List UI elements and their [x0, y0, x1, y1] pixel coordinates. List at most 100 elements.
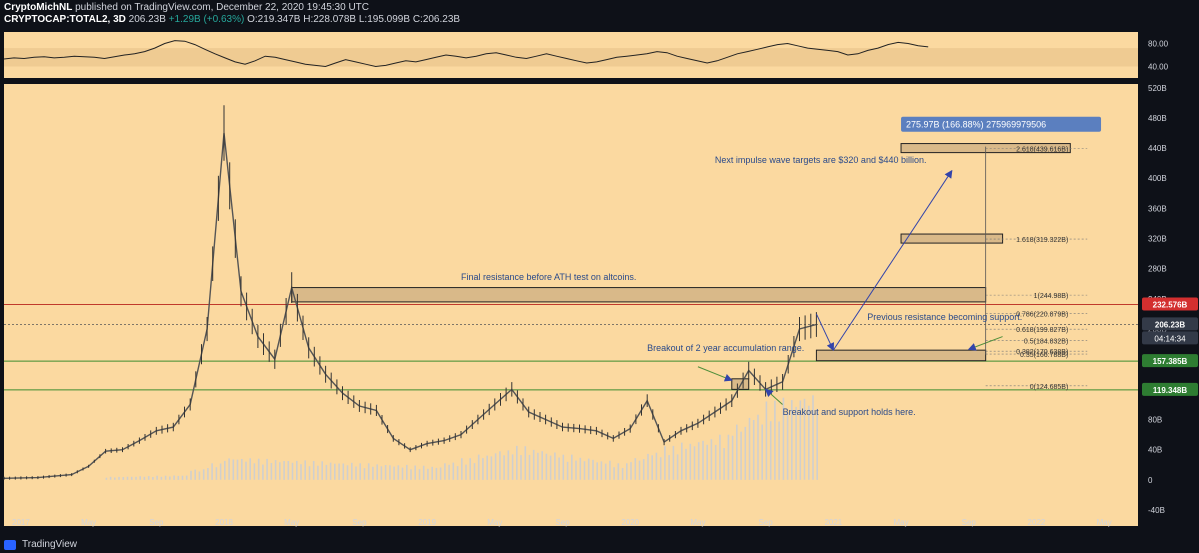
fib-level-label: 0.35(166.788B): [1020, 352, 1068, 359]
volume-bar: [444, 463, 446, 480]
volume-bar: [194, 469, 196, 480]
price-zone: [815, 349, 987, 362]
volume-bar: [799, 400, 802, 480]
volume-bar: [173, 475, 175, 480]
volume-bar: [363, 468, 366, 480]
price-badge: [1142, 317, 1198, 331]
volume-bar: [202, 469, 205, 480]
volume-bar: [613, 467, 615, 480]
wave-down-arrow: [815, 313, 835, 352]
brand-name: TradingView: [22, 539, 78, 550]
volume-bar: [338, 463, 340, 480]
volume-bar: [241, 459, 243, 480]
impulse-targets-text: Next impulse wave targets are $320 and $…: [715, 155, 927, 165]
volume-bar: [228, 458, 230, 480]
volume-bar: [655, 452, 658, 480]
volume-bar: [245, 461, 247, 480]
volume-bar: [152, 477, 154, 480]
fib-level-label: 0.786(220.879B): [1016, 311, 1068, 318]
volume-bar: [520, 455, 522, 480]
price-pane: [4, 84, 1138, 526]
volume-bar: [816, 408, 818, 480]
volume-bar: [765, 401, 768, 480]
volume-bar: [571, 454, 573, 480]
price-change: +1.29B (+0.63%): [168, 14, 245, 25]
volume-bar: [393, 466, 395, 480]
volume-bar: [507, 450, 510, 480]
volume-bar: [177, 475, 180, 480]
volume-bar: [274, 460, 277, 480]
volume-bar: [185, 475, 188, 480]
tradingview-logo-icon: [4, 540, 16, 550]
fib-level-label: 0.382(170.638B): [1016, 349, 1068, 356]
volume-bar: [748, 417, 751, 480]
volume-bar: [494, 453, 497, 480]
volume-bar: [253, 463, 256, 480]
time-tick-label: Sep: [555, 518, 570, 527]
volume-bar: [283, 461, 285, 480]
impulse-wave-arrow: [832, 169, 953, 351]
close-value: C:206.23B: [412, 14, 461, 25]
volume-bar: [808, 405, 810, 480]
volume-bar: [689, 443, 692, 480]
time-tick-label: May: [1097, 518, 1112, 527]
volume-bar: [511, 454, 514, 480]
volume-bar: [296, 460, 298, 480]
volume-bar: [427, 468, 429, 480]
volume-bar: [456, 466, 459, 480]
time-tick-label: 2019: [418, 518, 436, 527]
oscillator-band: [4, 48, 1138, 67]
volume-bar: [676, 454, 679, 480]
volume-bar: [740, 431, 742, 480]
volume-bar: [287, 461, 290, 480]
volume-bar: [583, 461, 586, 480]
volume-bar: [452, 462, 455, 480]
volume-bar: [270, 463, 273, 480]
volume-bar: [812, 395, 814, 480]
volume-bar: [723, 448, 725, 480]
symbol-name[interactable]: CRYPTOCAP:TOTAL2, 3D: [4, 14, 126, 25]
volume-bar: [266, 458, 268, 480]
volume-bar: [757, 414, 759, 480]
volume-bar: [774, 400, 776, 480]
volume-bar: [596, 462, 598, 480]
publisher-name[interactable]: CryptoMichNL: [4, 2, 73, 13]
volume-bar: [681, 442, 683, 480]
volume-bar: [156, 475, 158, 480]
volume-bar: [329, 462, 332, 480]
time-tick-label: Sep: [352, 518, 367, 527]
chart-canvas[interactable]: 80.0040.00520B480B440B400B360B320B280B24…: [0, 26, 1199, 537]
volume-bar: [786, 412, 789, 480]
volume-bar: [139, 476, 141, 480]
time-tick-label: May: [690, 518, 705, 527]
time-tick-label: 2018: [215, 518, 233, 527]
fib-level-label: 1.618(319.322B): [1016, 237, 1068, 244]
time-tick-label: 2020: [621, 518, 639, 527]
time-tick-label: 2022: [1028, 518, 1046, 527]
volume-bar: [710, 439, 713, 480]
volume-bar: [190, 470, 192, 480]
volume-bar: [389, 465, 391, 480]
volume-bar: [761, 424, 763, 480]
volume-bar: [262, 464, 264, 480]
volume-bar: [376, 464, 378, 480]
time-tick-label: 2021: [824, 518, 842, 527]
volume-bar: [592, 459, 594, 480]
volume-bar: [719, 434, 721, 480]
volume-bar: [164, 475, 167, 480]
volume-bar: [431, 466, 433, 480]
time-tick-label: Sep: [759, 518, 774, 527]
volume-bar: [384, 465, 387, 480]
price-tick-label: 40B: [1148, 446, 1162, 455]
price-badge: [1142, 354, 1198, 368]
volume-bar: [126, 476, 129, 480]
oscillator-line: [3, 40, 929, 68]
volume-bar: [249, 458, 251, 480]
volume-bar: [215, 467, 218, 480]
volume-bar: [638, 460, 641, 480]
volume-bar: [435, 467, 438, 480]
volume-bar: [609, 460, 611, 480]
volume-bar: [706, 444, 708, 480]
price-tick-label: -40B: [1148, 506, 1165, 515]
time-tick-label: 2017: [12, 518, 30, 527]
